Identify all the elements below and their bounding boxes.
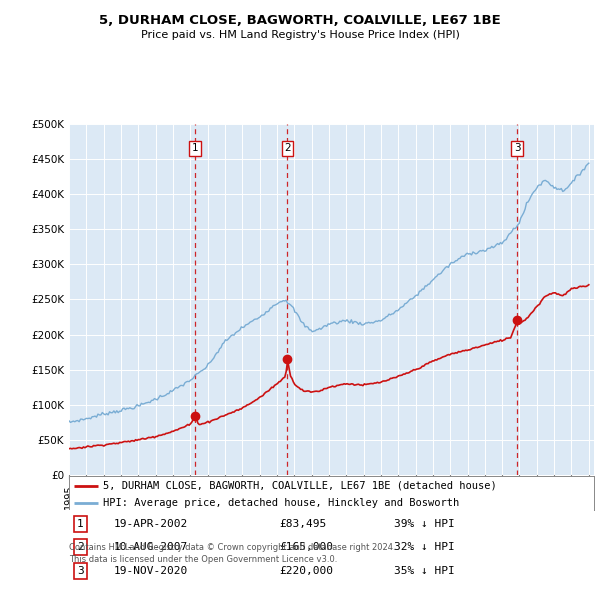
Text: Contains HM Land Registry data © Crown copyright and database right 2024.: Contains HM Land Registry data © Crown c… xyxy=(69,543,395,552)
Text: 3: 3 xyxy=(514,143,521,153)
Text: 1: 1 xyxy=(192,143,199,153)
Text: £83,495: £83,495 xyxy=(279,519,326,529)
Text: £220,000: £220,000 xyxy=(279,566,333,576)
Text: HPI: Average price, detached house, Hinckley and Bosworth: HPI: Average price, detached house, Hinc… xyxy=(103,498,460,508)
Text: 2: 2 xyxy=(284,143,291,153)
Text: 1: 1 xyxy=(77,519,84,529)
Text: 3: 3 xyxy=(77,566,84,576)
Text: 35% ↓ HPI: 35% ↓ HPI xyxy=(395,566,455,576)
Text: Price paid vs. HM Land Registry's House Price Index (HPI): Price paid vs. HM Land Registry's House … xyxy=(140,31,460,40)
Text: 19-NOV-2020: 19-NOV-2020 xyxy=(113,566,188,576)
Text: 10-AUG-2007: 10-AUG-2007 xyxy=(113,542,188,552)
Text: 5, DURHAM CLOSE, BAGWORTH, COALVILLE, LE67 1BE (detached house): 5, DURHAM CLOSE, BAGWORTH, COALVILLE, LE… xyxy=(103,481,497,491)
Text: This data is licensed under the Open Government Licence v3.0.: This data is licensed under the Open Gov… xyxy=(69,555,337,564)
Text: 32% ↓ HPI: 32% ↓ HPI xyxy=(395,542,455,552)
Text: 5, DURHAM CLOSE, BAGWORTH, COALVILLE, LE67 1BE: 5, DURHAM CLOSE, BAGWORTH, COALVILLE, LE… xyxy=(99,14,501,27)
Text: 2: 2 xyxy=(77,542,84,552)
Text: £165,000: £165,000 xyxy=(279,542,333,552)
Text: 39% ↓ HPI: 39% ↓ HPI xyxy=(395,519,455,529)
Text: 19-APR-2002: 19-APR-2002 xyxy=(113,519,188,529)
